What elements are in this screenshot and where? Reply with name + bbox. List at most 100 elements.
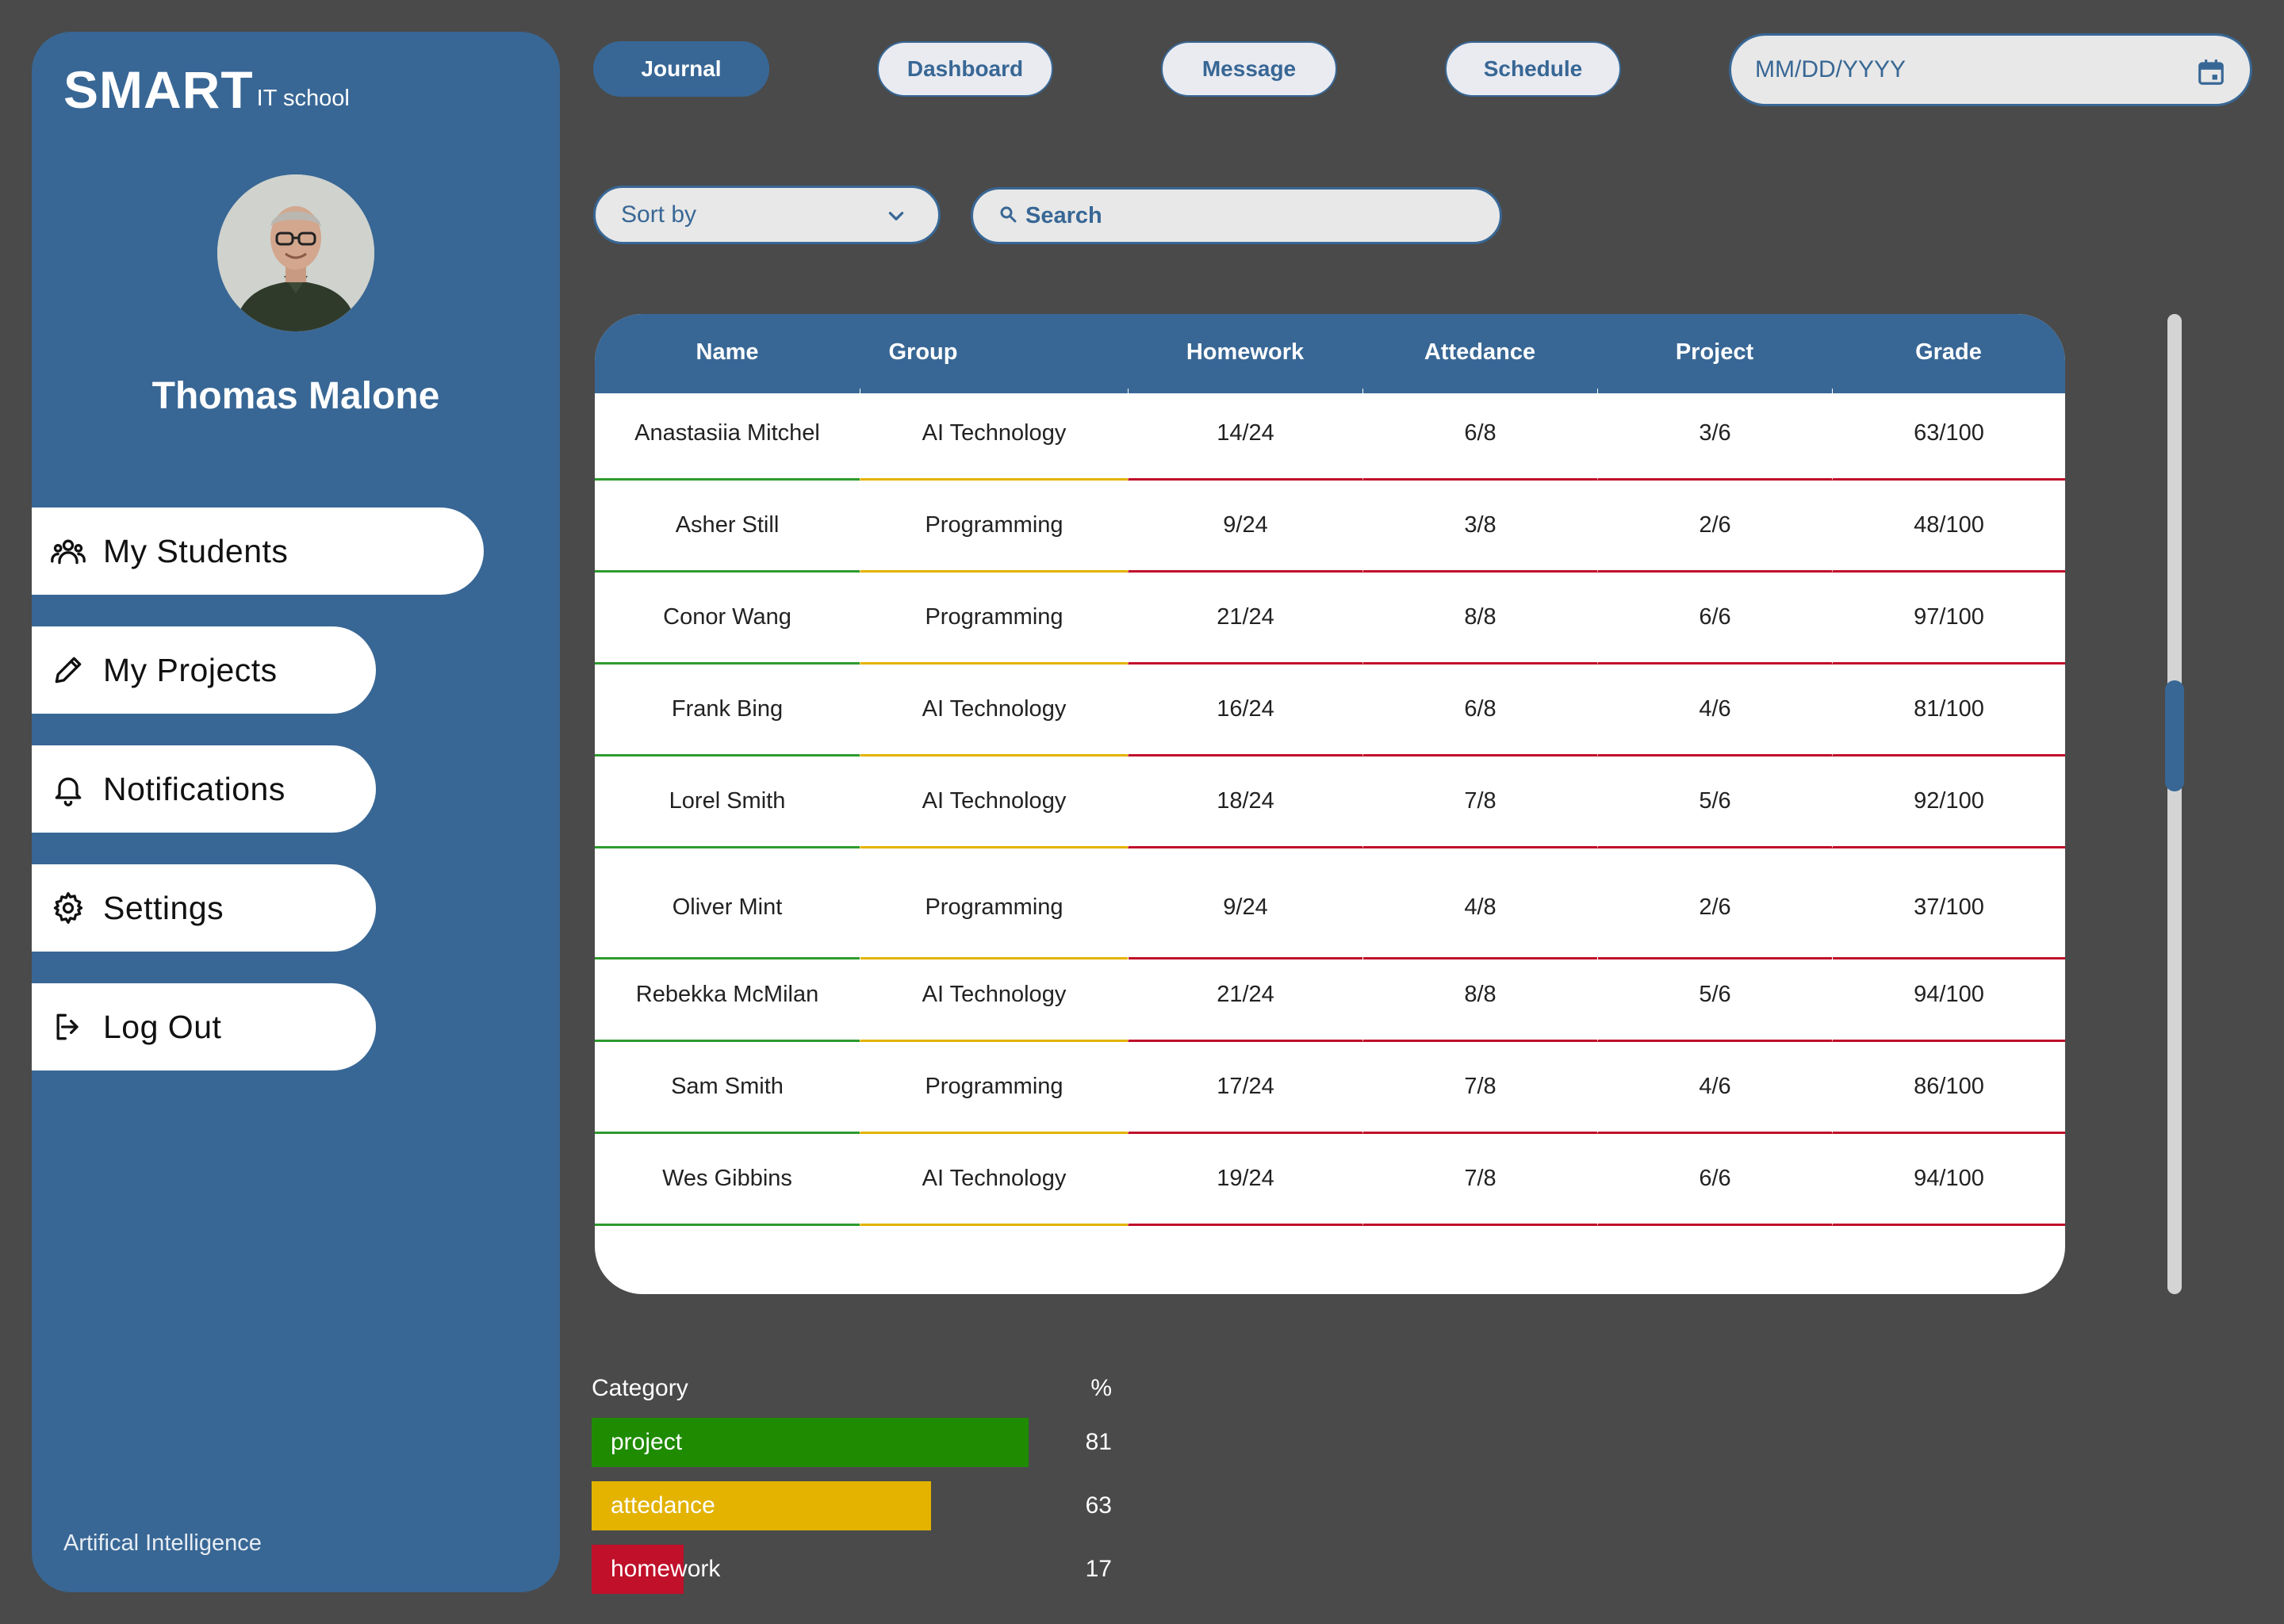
summary-percent-heading: % [1090,1375,1112,1401]
cell-attendance: 7/8 [1362,756,1597,848]
cell-group: Programming [860,573,1128,665]
profile-name: Thomas Malone [151,375,440,417]
sort-label: Sort by [621,201,697,228]
table-row[interactable]: Wes Gibbins AI Technology 19/24 7/8 6/6 94/10… [595,1134,2065,1226]
nav-label: Log Out [103,1008,222,1045]
cell-attendance: 7/8 [1362,1042,1597,1134]
cell-project: 6/6 [1597,573,1832,665]
header-project[interactable]: Project [1675,339,1754,365]
cell-homework: 9/24 [1128,481,1362,573]
table-row[interactable]: Sam Smith Programming 17/24 7/8 4/6 86/100 [595,1042,2065,1134]
date-placeholder: MM/DD/YYYY [1755,56,1907,82]
nav-label: My Students [103,532,289,569]
cell-homework: 21/24 [1128,950,1362,1042]
cell-group: Programming [860,481,1128,573]
header-homework[interactable]: Homework [1186,339,1305,365]
cell-project: 2/6 [1597,858,1832,959]
bell-icon [49,770,87,808]
logout-icon [49,1008,87,1046]
sort-dropdown[interactable]: Sort by [593,186,941,244]
cell-attendance: 8/8 [1362,573,1597,665]
summary-bar-value: 17 [1085,1556,1112,1582]
users-icon [49,532,87,570]
cell-name: Rebekka McMilan [595,950,860,1042]
sidebar-footer: Artifical Intelligence [63,1530,262,1556]
table-row[interactable]: Lorel Smith AI Technology 18/24 7/8 5/6 92/10… [595,756,2065,848]
avatar [217,174,374,331]
pencil-icon [49,651,87,689]
tab-schedule[interactable]: Schedule [1445,41,1621,97]
summary-bar-fill [592,1545,684,1594]
nav-my-projects[interactable]: My Projects [32,626,376,714]
cell-name: Sam Smith [595,1042,860,1134]
nav-settings[interactable]: Settings [32,864,376,952]
cell-homework: 21/24 [1128,573,1362,665]
cell-attendance: 6/8 [1362,389,1597,481]
table-row[interactable]: Asher Still Programming 9/24 3/8 2/6 48/100 [595,481,2065,573]
nav-label: Settings [103,889,224,926]
tab-journal[interactable]: Journal [593,41,769,97]
summary-bar-label: project [611,1429,683,1455]
header-attendance[interactable]: Attedance [1424,339,1536,365]
nav-notifications[interactable]: Notifications [32,745,376,833]
header-group[interactable]: Group [888,339,958,365]
cell-name: Anastasiia Mitchel [595,389,860,481]
cell-grade: 63/100 [1832,389,2065,481]
cell-homework: 17/24 [1128,1042,1362,1134]
table-row[interactable]: Rebekka McMilan AI Technology 21/24 8/8 5/6 9… [595,950,2065,1042]
chevron-down-icon [886,205,906,230]
summary-bar-2: homework [592,1545,1032,1594]
cell-name: Asher Still [595,481,860,573]
table-row[interactable]: Frank Bing AI Technology 16/24 6/8 4/6 81/100 [595,665,2065,756]
brand-name: SMART [63,60,254,119]
table-row[interactable]: Anastasiia Mitchel AI Technology 14/24 6/8 3… [595,389,2065,481]
cell-grade: 86/100 [1832,1042,2065,1134]
header-name[interactable]: Name [696,339,759,365]
nav-label: Notifications [103,770,286,807]
cell-grade: 48/100 [1832,481,2065,573]
cell-group: AI Technology [860,1134,1128,1226]
table-header: Name Group Homework Attedance Project Gr… [595,314,2065,393]
summary-category-heading: Category [592,1375,688,1401]
summary-bar-1: attedance [592,1481,1032,1530]
cell-project: 6/6 [1597,1134,1832,1226]
cell-group: AI Technology [860,389,1128,481]
cell-grade: 97/100 [1832,573,2065,665]
cell-grade: 81/100 [1832,665,2065,756]
cell-attendance: 8/8 [1362,950,1597,1042]
search-label: Search [1025,202,1102,228]
nav-log-out[interactable]: Log Out [32,983,376,1071]
search-input[interactable]: Search [971,187,1502,244]
cell-homework: 14/24 [1128,389,1362,481]
scrollbar-track[interactable] [2167,314,2182,1294]
summary-bar-label: attedance [611,1492,715,1519]
cell-attendance: 6/8 [1362,665,1597,756]
cell-attendance: 7/8 [1362,1134,1597,1226]
brand-logo: SMART IT school [63,63,350,116]
cell-grade: 92/100 [1832,756,2065,848]
nav-my-students[interactable]: My Students [32,508,484,595]
calendar-icon[interactable] [2196,56,2226,92]
summary-bar-value: 63 [1085,1492,1112,1519]
cell-grade: 37/100 [1832,858,2065,959]
cell-group: AI Technology [860,756,1128,848]
table-row[interactable]: Oliver Mint Programming 9/24 4/8 2/6 37/100 [595,858,2065,959]
cell-name: Conor Wang [595,573,860,665]
cell-name: Oliver Mint [595,858,860,959]
summary-bar-fill [592,1418,1029,1467]
search-icon [998,205,1017,228]
cell-homework: 18/24 [1128,756,1362,848]
header-grade[interactable]: Grade [1915,339,1982,365]
cell-group: Programming [860,858,1128,959]
scrollbar-thumb[interactable] [2165,680,2184,791]
table-row[interactable]: Conor Wang Programming 21/24 8/8 6/6 97/100 [595,573,2065,665]
cell-homework: 9/24 [1128,858,1362,959]
cell-project: 5/6 [1597,950,1832,1042]
cell-grade: 94/100 [1832,1134,2065,1226]
tab-dashboard[interactable]: Dashboard [877,41,1053,97]
cell-homework: 16/24 [1128,665,1362,756]
tab-message[interactable]: Message [1161,41,1337,97]
date-field[interactable]: MM/DD/YYYY [1729,33,2252,106]
cell-project: 5/6 [1597,756,1832,848]
cell-attendance: 4/8 [1362,858,1597,959]
